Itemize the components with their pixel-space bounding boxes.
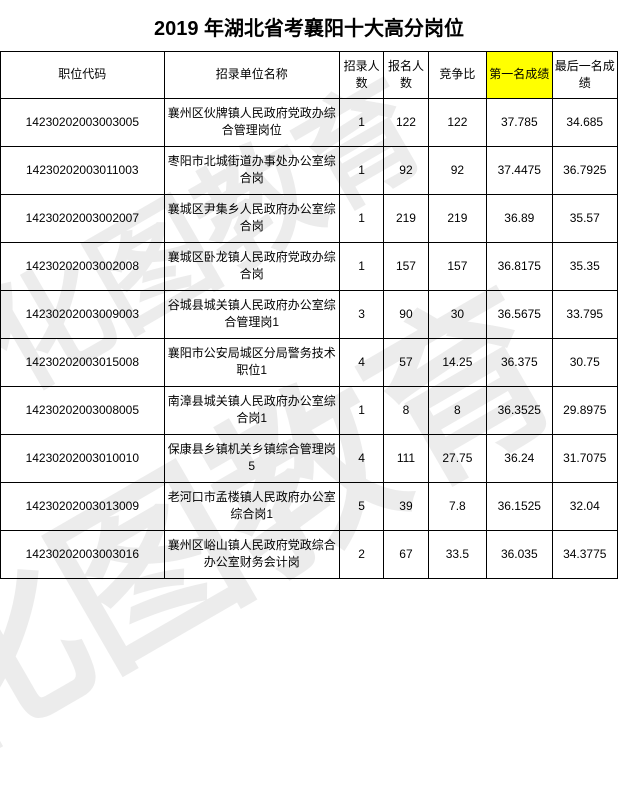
col-header-ratio: 竞争比 bbox=[428, 52, 486, 99]
cell-ratio: 122 bbox=[428, 98, 486, 146]
col-header-recruit: 招录人数 bbox=[339, 52, 383, 99]
table-row: 14230202003003005襄州区伙牌镇人民政府党政办综合管理岗位1122… bbox=[1, 98, 618, 146]
cell-apply: 157 bbox=[384, 242, 428, 290]
cell-apply: 219 bbox=[384, 194, 428, 242]
cell-score-last: 36.7925 bbox=[552, 146, 617, 194]
cell-score1: 36.5675 bbox=[487, 290, 552, 338]
col-header-org: 招录单位名称 bbox=[164, 52, 339, 99]
cell-ratio: 14.25 bbox=[428, 338, 486, 386]
cell-code: 14230202003015008 bbox=[1, 338, 165, 386]
cell-recruit: 4 bbox=[339, 338, 383, 386]
table-row: 14230202003002007襄城区尹集乡人民政府办公室综合岗1219219… bbox=[1, 194, 618, 242]
col-header-code: 职位代码 bbox=[1, 52, 165, 99]
cell-recruit: 5 bbox=[339, 482, 383, 530]
cell-apply: 8 bbox=[384, 386, 428, 434]
cell-score-last: 30.75 bbox=[552, 338, 617, 386]
cell-score-last: 33.795 bbox=[552, 290, 617, 338]
cell-recruit: 1 bbox=[339, 386, 383, 434]
cell-org: 枣阳市北城街道办事处办公室综合岗 bbox=[164, 146, 339, 194]
table-row: 14230202003002008襄城区卧龙镇人民政府党政办综合岗1157157… bbox=[1, 242, 618, 290]
cell-org: 保康县乡镇机关乡镇综合管理岗5 bbox=[164, 434, 339, 482]
cell-score-last: 32.04 bbox=[552, 482, 617, 530]
cell-code: 14230202003002007 bbox=[1, 194, 165, 242]
table-row: 14230202003009003谷城县城关镇人民政府办公室综合管理岗13903… bbox=[1, 290, 618, 338]
cell-org: 襄州区峪山镇人民政府党政综合办公室财务会计岗 bbox=[164, 530, 339, 578]
ranking-table: 职位代码 招录单位名称 招录人数 报名人数 竞争比 第一名成绩 最后一名成绩 1… bbox=[0, 51, 618, 579]
cell-score-last: 34.3775 bbox=[552, 530, 617, 578]
cell-org: 谷城县城关镇人民政府办公室综合管理岗1 bbox=[164, 290, 339, 338]
cell-apply: 39 bbox=[384, 482, 428, 530]
col-header-score1: 第一名成绩 bbox=[487, 52, 552, 99]
cell-apply: 92 bbox=[384, 146, 428, 194]
cell-score-last: 29.8975 bbox=[552, 386, 617, 434]
cell-ratio: 33.5 bbox=[428, 530, 486, 578]
cell-recruit: 2 bbox=[339, 530, 383, 578]
cell-apply: 111 bbox=[384, 434, 428, 482]
cell-apply: 90 bbox=[384, 290, 428, 338]
col-header-score-last: 最后一名成绩 bbox=[552, 52, 617, 99]
table-row: 14230202003010010保康县乡镇机关乡镇综合管理岗5411127.7… bbox=[1, 434, 618, 482]
cell-org: 襄城区卧龙镇人民政府党政办综合岗 bbox=[164, 242, 339, 290]
cell-recruit: 4 bbox=[339, 434, 383, 482]
cell-score-last: 35.57 bbox=[552, 194, 617, 242]
table-header-row: 职位代码 招录单位名称 招录人数 报名人数 竞争比 第一名成绩 最后一名成绩 bbox=[1, 52, 618, 99]
cell-score1: 36.3525 bbox=[487, 386, 552, 434]
cell-recruit: 1 bbox=[339, 194, 383, 242]
table-row: 14230202003008005南漳县城关镇人民政府办公室综合岗118836.… bbox=[1, 386, 618, 434]
cell-apply: 122 bbox=[384, 98, 428, 146]
cell-code: 14230202003003016 bbox=[1, 530, 165, 578]
cell-ratio: 219 bbox=[428, 194, 486, 242]
cell-score1: 36.89 bbox=[487, 194, 552, 242]
cell-ratio: 27.75 bbox=[428, 434, 486, 482]
cell-score1: 36.24 bbox=[487, 434, 552, 482]
cell-score1: 36.1525 bbox=[487, 482, 552, 530]
cell-recruit: 1 bbox=[339, 98, 383, 146]
table-row: 14230202003015008襄阳市公安局城区分局警务技术职位145714.… bbox=[1, 338, 618, 386]
cell-recruit: 1 bbox=[339, 242, 383, 290]
col-header-apply: 报名人数 bbox=[384, 52, 428, 99]
cell-recruit: 1 bbox=[339, 146, 383, 194]
cell-score-last: 34.685 bbox=[552, 98, 617, 146]
cell-ratio: 157 bbox=[428, 242, 486, 290]
cell-org: 老河口市孟楼镇人民政府办公室综合岗1 bbox=[164, 482, 339, 530]
cell-code: 14230202003011003 bbox=[1, 146, 165, 194]
table-row: 14230202003013009老河口市孟楼镇人民政府办公室综合岗15397.… bbox=[1, 482, 618, 530]
cell-code: 14230202003008005 bbox=[1, 386, 165, 434]
cell-code: 14230202003013009 bbox=[1, 482, 165, 530]
cell-score-last: 31.7075 bbox=[552, 434, 617, 482]
cell-code: 14230202003003005 bbox=[1, 98, 165, 146]
cell-org: 襄阳市公安局城区分局警务技术职位1 bbox=[164, 338, 339, 386]
cell-score1: 36.035 bbox=[487, 530, 552, 578]
cell-code: 14230202003010010 bbox=[1, 434, 165, 482]
cell-ratio: 7.8 bbox=[428, 482, 486, 530]
cell-apply: 67 bbox=[384, 530, 428, 578]
cell-score-last: 35.35 bbox=[552, 242, 617, 290]
cell-ratio: 30 bbox=[428, 290, 486, 338]
cell-score1: 37.785 bbox=[487, 98, 552, 146]
cell-ratio: 92 bbox=[428, 146, 486, 194]
cell-org: 南漳县城关镇人民政府办公室综合岗1 bbox=[164, 386, 339, 434]
cell-score1: 37.4475 bbox=[487, 146, 552, 194]
cell-ratio: 8 bbox=[428, 386, 486, 434]
cell-score1: 36.375 bbox=[487, 338, 552, 386]
cell-org: 襄州区伙牌镇人民政府党政办综合管理岗位 bbox=[164, 98, 339, 146]
table-row: 14230202003011003枣阳市北城街道办事处办公室综合岗1929237… bbox=[1, 146, 618, 194]
cell-apply: 57 bbox=[384, 338, 428, 386]
cell-code: 14230202003002008 bbox=[1, 242, 165, 290]
table-row: 14230202003003016襄州区峪山镇人民政府党政综合办公室财务会计岗2… bbox=[1, 530, 618, 578]
cell-score1: 36.8175 bbox=[487, 242, 552, 290]
cell-org: 襄城区尹集乡人民政府办公室综合岗 bbox=[164, 194, 339, 242]
cell-code: 14230202003009003 bbox=[1, 290, 165, 338]
page-title: 2019 年湖北省考襄阳十大高分岗位 bbox=[0, 0, 618, 51]
cell-recruit: 3 bbox=[339, 290, 383, 338]
